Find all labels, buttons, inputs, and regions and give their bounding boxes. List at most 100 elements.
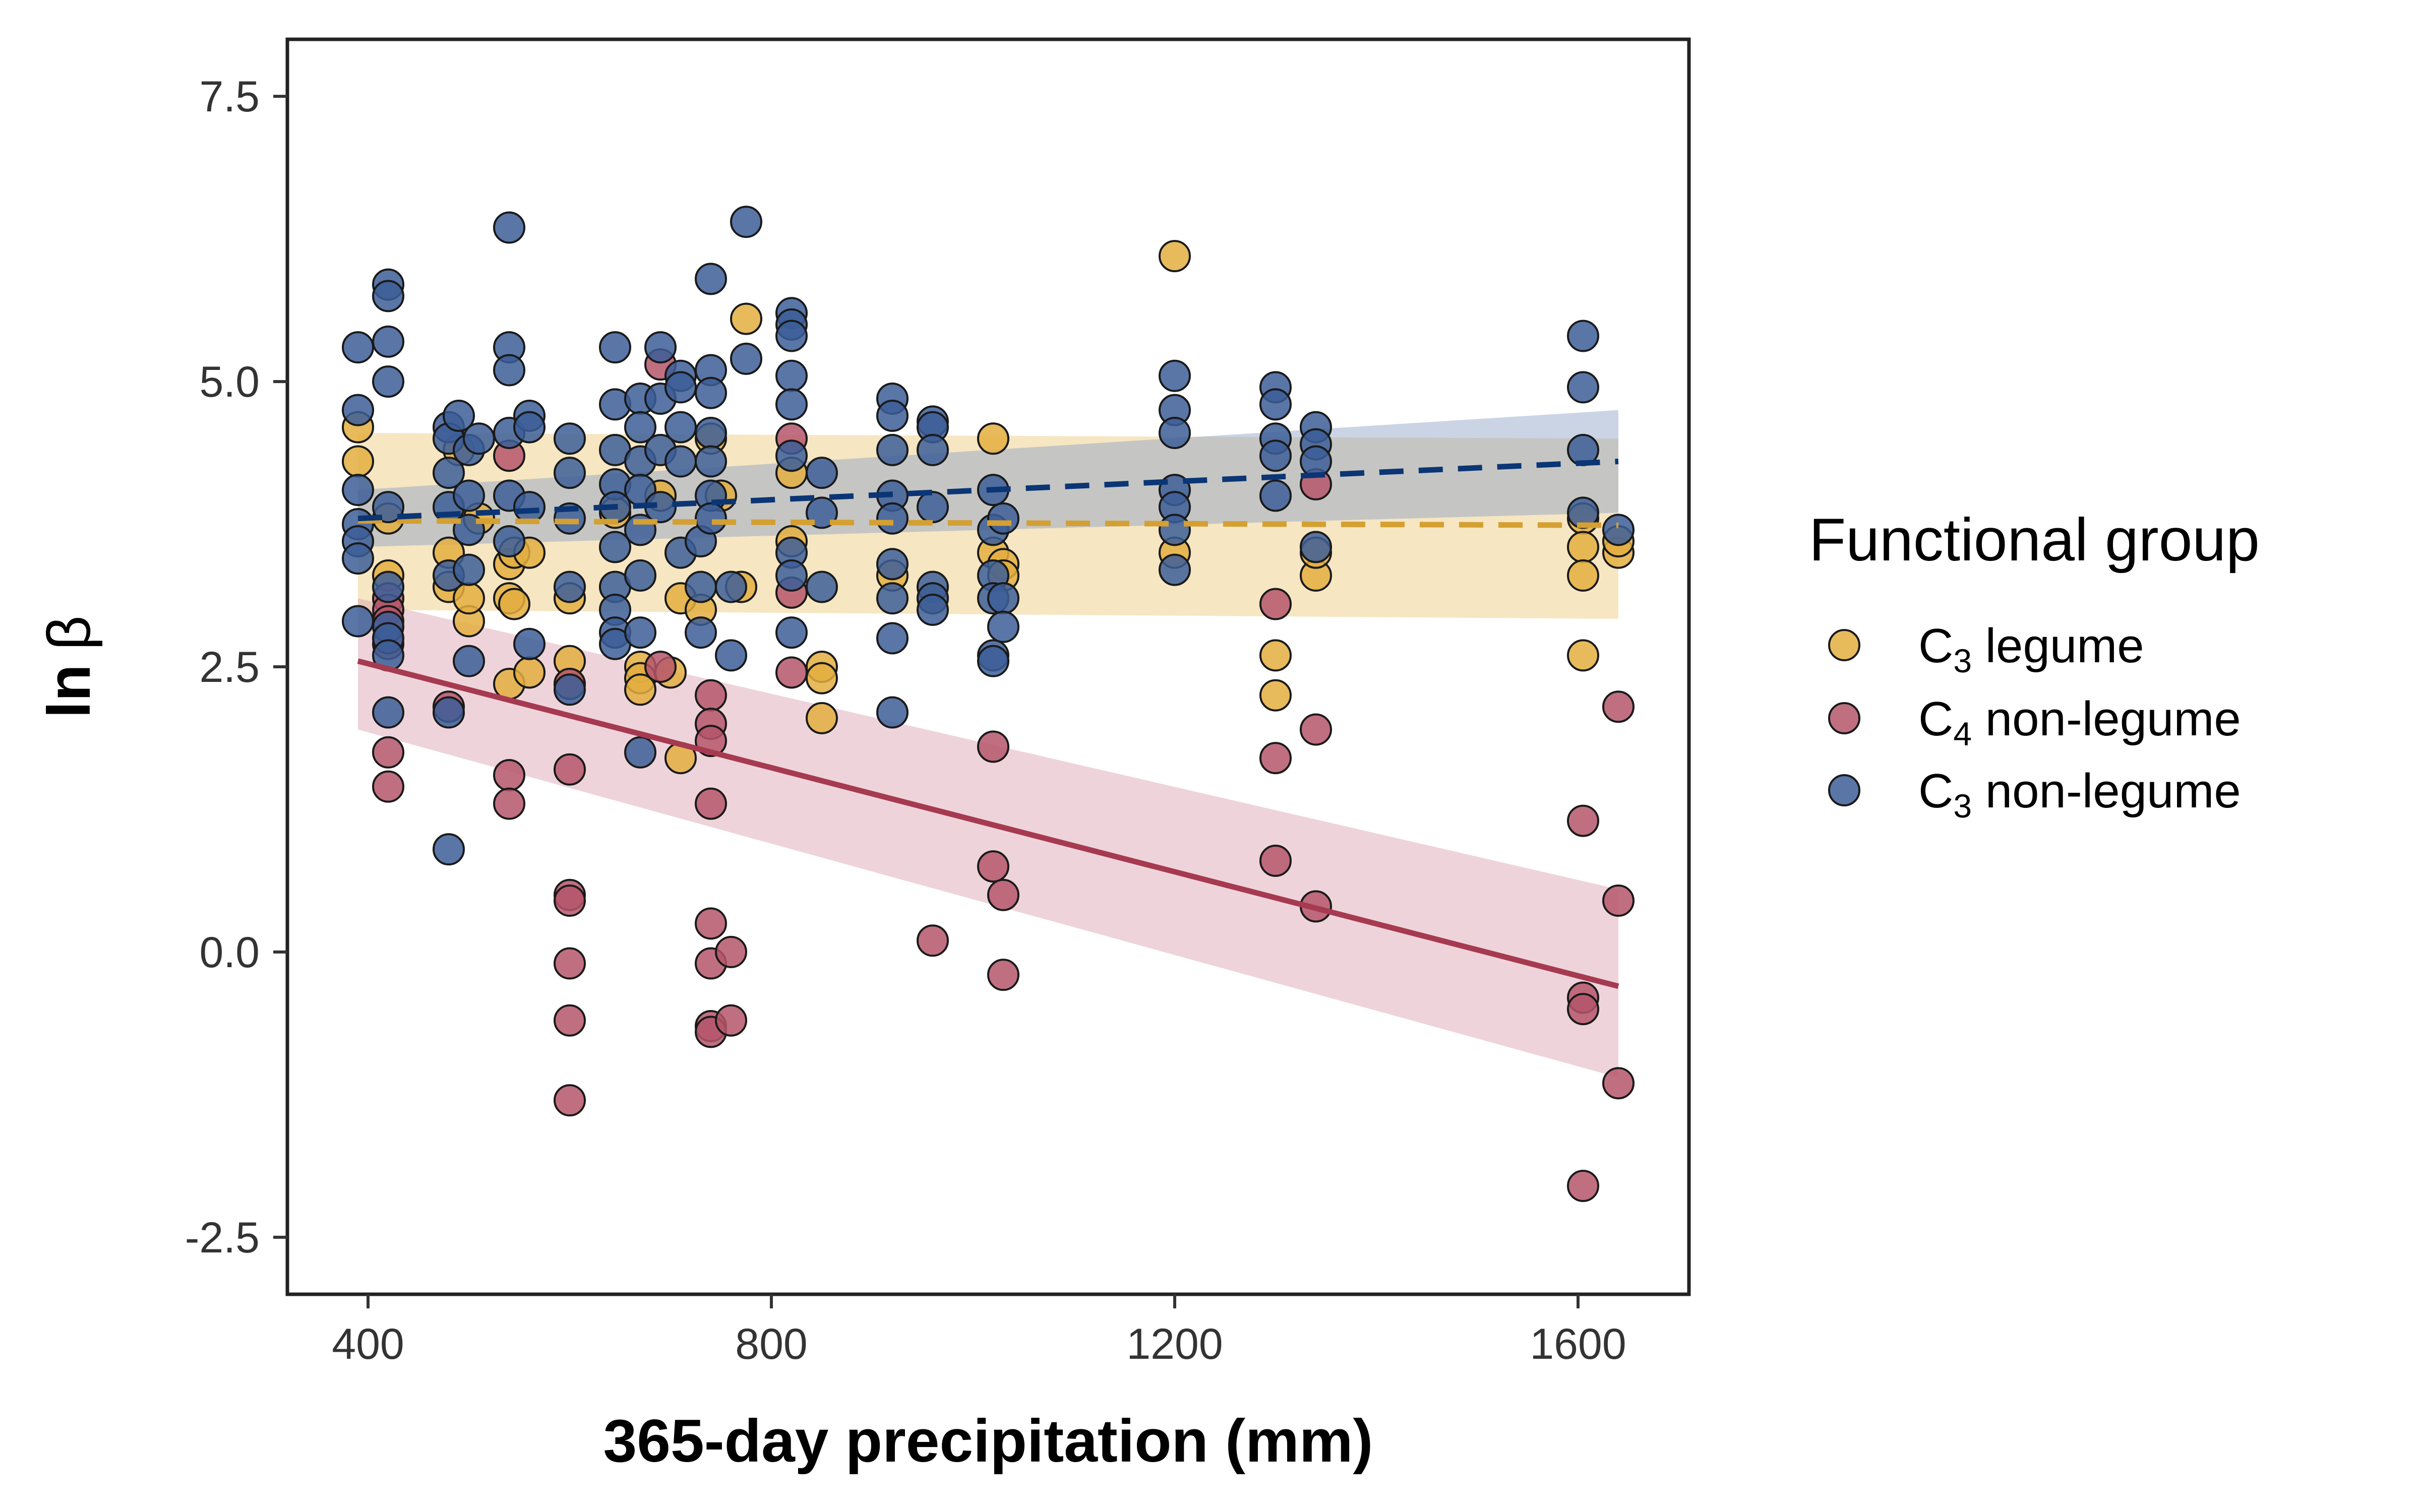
data-point xyxy=(695,416,727,449)
data-point xyxy=(1159,359,1191,392)
y-tick-label: 5.0 xyxy=(199,358,260,406)
data-point xyxy=(513,627,546,660)
data-point xyxy=(554,571,586,603)
data-point xyxy=(695,263,727,295)
data-point xyxy=(554,753,586,786)
data-point xyxy=(806,457,838,489)
data-point xyxy=(453,479,485,512)
data-point xyxy=(695,376,727,409)
data-point xyxy=(1159,416,1191,449)
data-point xyxy=(644,331,677,364)
legend-label-2: C3 non-legume xyxy=(1918,764,2241,825)
data-point xyxy=(493,787,525,820)
data-point xyxy=(977,645,1009,677)
trend-line-1 xyxy=(357,658,1619,989)
data-point xyxy=(342,331,374,364)
data-point xyxy=(624,736,656,769)
data-point xyxy=(1259,388,1292,421)
confidence-band-1 xyxy=(358,598,1618,1078)
data-point xyxy=(624,411,656,444)
data-point xyxy=(1602,690,1635,723)
data-point xyxy=(493,759,525,792)
data-point xyxy=(987,878,1019,911)
data-point xyxy=(372,736,404,769)
y-axis-title: ln β xyxy=(35,615,103,718)
data-point xyxy=(775,616,808,649)
data-point xyxy=(1259,679,1292,712)
data-point xyxy=(1567,1169,1599,1202)
data-point xyxy=(1259,588,1292,620)
data-point xyxy=(664,371,697,404)
data-point xyxy=(917,433,949,466)
data-point xyxy=(433,696,465,729)
data-point xyxy=(372,280,404,312)
data-point xyxy=(1259,479,1292,512)
legend-label-1: C4 non-legume xyxy=(1918,692,2241,752)
data-point xyxy=(433,833,465,866)
data-point xyxy=(730,302,762,335)
trend-line-2 xyxy=(357,459,1619,522)
data-point xyxy=(554,422,586,455)
data-point xyxy=(372,571,404,603)
data-point xyxy=(715,935,747,968)
x-axis-title: 365-day precipitation (mm) xyxy=(603,1407,1373,1475)
data-point xyxy=(513,411,546,444)
data-point xyxy=(977,730,1009,763)
x-tick-label: 1600 xyxy=(1530,1320,1626,1368)
y-axis-title-symbol: β xyxy=(35,615,103,650)
data-point xyxy=(1567,559,1599,592)
data-point xyxy=(775,439,808,472)
data-point xyxy=(987,959,1019,991)
data-point xyxy=(715,639,747,672)
data-point xyxy=(987,582,1019,615)
legend-key-1 xyxy=(1828,702,1860,734)
data-point xyxy=(876,400,909,432)
data-point xyxy=(372,325,404,358)
data-point xyxy=(775,656,808,689)
data-point xyxy=(730,342,762,375)
data-point xyxy=(664,445,697,478)
y-tick-label: -2.5 xyxy=(185,1214,260,1262)
data-point xyxy=(695,445,727,478)
data-point xyxy=(1602,885,1635,917)
data-point xyxy=(644,651,677,683)
data-point xyxy=(1159,553,1191,586)
data-point xyxy=(1567,804,1599,837)
legend-key-0 xyxy=(1828,629,1860,661)
data-point xyxy=(876,696,909,729)
data-point xyxy=(599,331,631,364)
data-point xyxy=(1567,320,1599,352)
data-point xyxy=(1602,1067,1635,1100)
data-point xyxy=(599,531,631,563)
data-point xyxy=(1259,439,1292,472)
legend: Functional group C3 legume C4 non-legume C… xyxy=(1809,506,2260,825)
data-point xyxy=(1567,371,1599,404)
data-point xyxy=(624,673,656,706)
data-point xyxy=(917,593,949,626)
data-point xyxy=(453,553,485,586)
data-point xyxy=(876,582,909,615)
y-tick-label: 7.5 xyxy=(199,73,260,121)
x-axis: 400 800 1200 1600 xyxy=(332,1294,1626,1368)
data-point xyxy=(876,548,909,581)
data-point xyxy=(554,1084,586,1117)
data-point xyxy=(342,445,374,478)
data-point xyxy=(493,354,525,387)
data-point xyxy=(554,457,586,489)
data-point xyxy=(372,491,404,524)
data-point xyxy=(342,542,374,575)
data-point xyxy=(372,696,404,729)
data-point xyxy=(664,411,697,444)
data-point xyxy=(1567,531,1599,563)
data-point xyxy=(372,365,404,398)
y-axis: -2.5 0.0 2.5 5.0 7.5 xyxy=(185,73,287,1262)
data-point xyxy=(977,850,1009,883)
data-point xyxy=(1300,713,1332,746)
data-point xyxy=(876,502,909,535)
data-point xyxy=(987,502,1019,535)
data-point xyxy=(624,559,656,592)
data-point xyxy=(876,622,909,655)
data-point xyxy=(695,502,727,535)
data-point xyxy=(1300,531,1332,563)
data-point xyxy=(1567,639,1599,672)
